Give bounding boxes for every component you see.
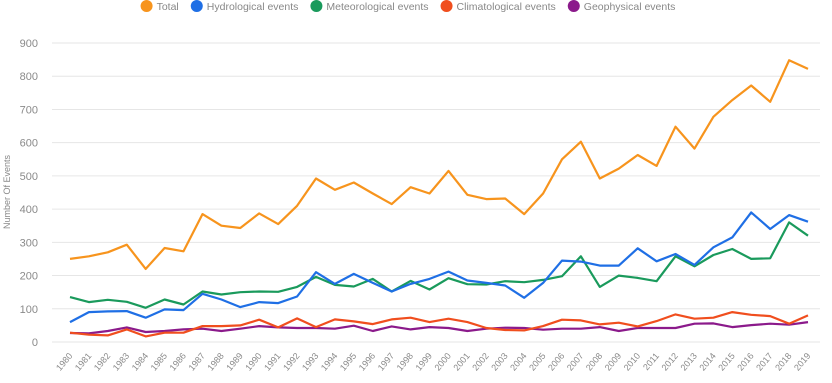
x-tick-label: 2019	[792, 351, 813, 373]
x-tick-label: 2016	[735, 351, 756, 373]
x-tick-label: 2010	[622, 351, 643, 373]
x-tick-label: 2008	[584, 351, 605, 373]
x-tick-label: 2003	[489, 351, 510, 373]
x-tick-label: 1988	[205, 351, 226, 373]
y-axis-label: Number Of Events	[2, 154, 12, 229]
y-tick-label: 200	[20, 271, 38, 283]
x-tick-label: 1991	[262, 351, 283, 373]
y-tick-label: 0	[32, 337, 38, 349]
x-tick-label: 2015	[716, 351, 737, 373]
series-line	[69, 59, 809, 270]
x-tick-label: 1982	[92, 351, 113, 373]
x-tick-label: 2006	[546, 351, 567, 373]
y-tick-label: 300	[20, 237, 38, 249]
x-tick-label: 2004	[508, 351, 529, 373]
legend-marker	[440, 0, 453, 12]
x-tick-label: 1993	[300, 351, 321, 373]
legend-label: Meteorological events	[326, 1, 428, 13]
x-tick-label: 2000	[432, 351, 453, 373]
x-tick-label: 2001	[451, 351, 472, 373]
x-tick-label: 1980	[54, 351, 75, 373]
x-tick-label: 1983	[111, 351, 132, 373]
x-tick-label: 1996	[357, 351, 378, 373]
x-tick-label: 2014	[697, 351, 718, 373]
x-tick-label: 1995	[338, 351, 359, 373]
y-tick-label: 500	[20, 171, 38, 183]
x-tick-label: 2012	[660, 351, 681, 373]
x-tick-label: 1987	[186, 351, 207, 373]
y-tick-label: 600	[20, 138, 38, 150]
y-tick-label: 100	[20, 304, 38, 316]
y-tick-label: 800	[20, 71, 38, 83]
legend-item: Total	[140, 0, 179, 13]
y-tick-label: 900	[20, 38, 38, 50]
x-tick-label: 1986	[168, 351, 189, 373]
x-tick-label: 1997	[376, 351, 397, 373]
legend-item: Climatological events	[440, 0, 556, 13]
x-tick-label: 1985	[149, 351, 170, 373]
legend-marker	[140, 0, 153, 12]
x-tick-label: 2007	[565, 351, 586, 373]
x-tick-label: 1998	[395, 351, 416, 373]
legend-label: Climatological events	[457, 1, 556, 13]
legend-marker	[567, 0, 580, 12]
legend-marker	[190, 0, 203, 12]
x-tick-label: 2009	[603, 351, 624, 373]
x-tick-label: 2017	[754, 351, 775, 373]
series-line	[69, 311, 809, 338]
series-line	[69, 221, 809, 309]
legend-item: Hydrological events	[190, 0, 299, 13]
x-tick-label: 2005	[527, 351, 548, 373]
x-tick-label: 2011	[641, 351, 661, 372]
legend: Total Hydrological events Meteorological e…	[140, 0, 676, 13]
x-tick-label: 1990	[243, 351, 264, 373]
legend-marker	[310, 0, 323, 12]
x-tick-label: 2018	[773, 351, 794, 373]
legend-label: Geophysical events	[584, 1, 676, 13]
legend-label: Hydrological events	[207, 1, 299, 13]
x-tick-label: 2013	[678, 351, 699, 373]
x-tick-label: 1981	[73, 351, 94, 373]
series-line	[69, 211, 809, 324]
x-tick-label: 1984	[130, 351, 151, 373]
x-tick-label: 1999	[414, 351, 435, 373]
x-tick-label: 2002	[470, 351, 491, 373]
y-tick-label: 700	[20, 104, 38, 116]
x-tick-label: 1989	[224, 351, 245, 373]
y-tick-label: 400	[20, 204, 38, 216]
legend-label: Total	[157, 1, 179, 13]
legend-item: Meteorological events	[310, 0, 429, 13]
legend-item: Geophysical events	[567, 0, 676, 13]
x-tick-label: 1994	[319, 351, 340, 373]
x-tick-label: 1992	[281, 351, 302, 373]
